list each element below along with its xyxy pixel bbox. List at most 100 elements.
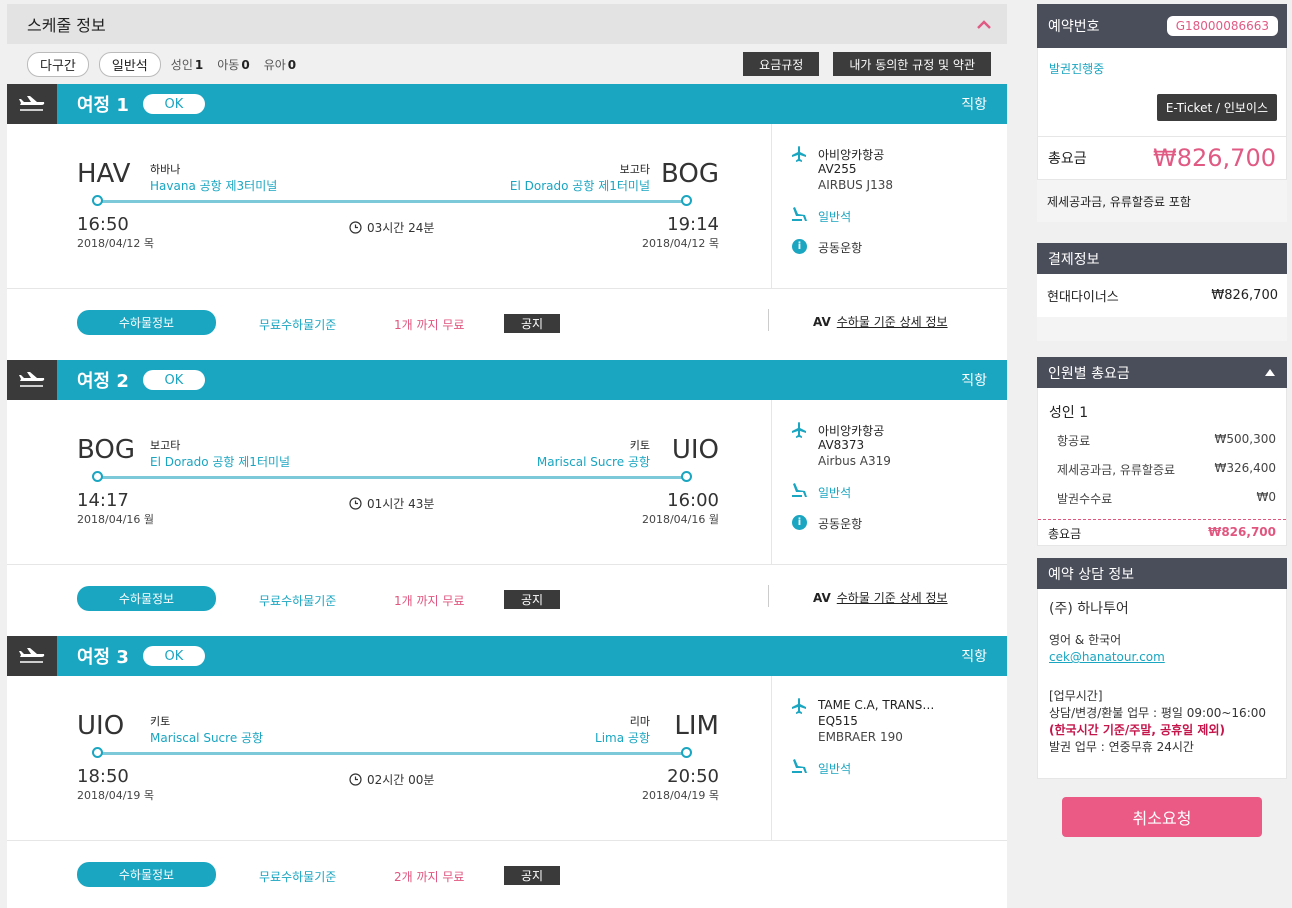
info-icon: i (792, 515, 807, 530)
leg-header: 여정 2 OK 직항 (7, 360, 1007, 400)
plane-icon (7, 636, 57, 676)
baggage-allowance: 1개 까지 무료 (394, 594, 465, 608)
baggage-info-button[interactable]: 수하물정보 (77, 586, 216, 611)
per-passenger-title: 인원별 총요금 (1048, 365, 1130, 382)
destination-code: UIO (671, 435, 719, 465)
baggage-detail-link[interactable]: 수하물 기준 상세 정보 (836, 315, 948, 329)
company-name: (주) 하나투어 (1049, 601, 1129, 617)
hours-title: [업무시간] (1049, 689, 1103, 703)
spacer (1049, 666, 1276, 688)
airfare-label: 항공료 (1057, 434, 1091, 448)
child-value: 0 (241, 57, 250, 72)
duration-text: 01시간 43분 (367, 497, 435, 511)
payment-amount: ₩826,700 (1211, 288, 1278, 303)
leg-header: 여정 3 OK 직항 (7, 636, 1007, 676)
baggage-info-button[interactable]: 수하물정보 (77, 310, 216, 335)
leg-title: 여정 2 (77, 371, 129, 392)
terms-button[interactable]: 내가 동의한 규정 및 약관 (833, 52, 991, 76)
free-baggage-link[interactable]: 무료수하물기준 (259, 594, 337, 608)
payment-method: 현대다이너스 (1047, 290, 1119, 305)
adult-value: 1 (194, 57, 204, 72)
origin-city: 하바나 (150, 163, 181, 176)
flight-number-text: AV255 (818, 162, 857, 176)
airplane-icon (792, 146, 806, 162)
codeshare-row: i 공동운항 (792, 239, 1007, 256)
duration: 03시간 24분 (349, 219, 434, 236)
languages: 영어 & 한국어 (1049, 633, 1122, 647)
baggage-allowance: 1개 까지 무료 (394, 318, 465, 332)
flight-number: EQ515 (818, 714, 1007, 730)
airplane-icon (792, 698, 806, 714)
notice-button[interactable]: 공지 (504, 866, 560, 885)
flight-number-text: EQ515 (818, 714, 858, 728)
fee-value: ₩0 (1256, 490, 1277, 504)
arrival-date: 2018/04/16 월 (641, 513, 719, 526)
cabin-text: 일반석 (818, 210, 852, 224)
cancel-request-button[interactable]: 취소요청 (1062, 797, 1262, 837)
arrival-time: 16:00 (667, 490, 719, 511)
triangle-up-icon[interactable] (1265, 369, 1275, 376)
plane-icon (7, 360, 57, 400)
seat-icon (792, 483, 807, 497)
aircraft: EMBRAER 190 (818, 730, 1007, 746)
route-line (97, 476, 687, 479)
hours-note: (한국시간 기준/주말, 공휴일 제외) (1049, 723, 1225, 737)
per-passenger-header[interactable]: 인원별 총요금 (1037, 357, 1287, 388)
child-label: 아동 (217, 57, 240, 72)
codeshare-text: 공동운항 (818, 517, 863, 531)
free-baggage-link[interactable]: 무료수하물기준 (259, 318, 337, 332)
departure-date: 2018/04/16 월 (77, 513, 155, 526)
chevron-up-icon[interactable] (977, 15, 991, 34)
leg-body: UIO 키토 Mariscal Sucre 공항 LIM 리마 Lima 공항 … (7, 676, 1007, 841)
destination-city: 보고타 (619, 163, 650, 176)
free-baggage-link[interactable]: 무료수하물기준 (259, 870, 337, 884)
reservation-number: G18000086663 (1166, 16, 1278, 36)
leg-type: 직항 (961, 373, 987, 389)
reservation-body: 발권진행중 E-Ticket / 인보이스 총요금 ₩826,700 (1037, 48, 1287, 180)
cabin-text: 일반석 (818, 486, 852, 500)
baggage-info-button[interactable]: 수하물정보 (77, 862, 216, 887)
notice-button[interactable]: 공지 (504, 590, 560, 609)
destination-airport: Mariscal Sucre 공항 (536, 455, 650, 469)
schedule-options: 다구간 일반석 성인 1 아동 0 유아 0 요금규정 내가 동의한 규정 및 약관 (7, 44, 1007, 84)
departure-time: 18:50 (77, 766, 129, 787)
route-panel: HAV 하바나 Havana 공항 제3터미널 BOG 보고타 El Dorad… (7, 124, 772, 289)
email-link[interactable]: cek@hanatour.com (1049, 650, 1165, 664)
eticket-invoice-button[interactable]: E-Ticket / 인보이스 (1156, 94, 1277, 121)
payment-row: 현대다이너스 ₩826,700 (1037, 274, 1287, 317)
destination-dot (681, 195, 692, 206)
origin-airport: El Dorado 공항 제1터미널 (150, 455, 291, 469)
arrival-time: 20:50 (667, 766, 719, 787)
consult-title: 예약 상담 정보 (1048, 566, 1135, 583)
consult-body: (주) 하나투어 영어 & 한국어 cek@hanatour.com [업무시간… (1037, 589, 1287, 779)
flight-number-text: AV8373 (818, 438, 865, 452)
consult-panel: 예약 상담 정보 (주) 하나투어 영어 & 한국어 cek@hanatour.… (1037, 558, 1287, 779)
reservation-header: 예약번호 G18000086663 (1037, 4, 1287, 48)
baggage-allowance: 2개 까지 무료 (394, 870, 465, 884)
airline-name: 아비앙카항공 (818, 148, 885, 162)
destination-airport: El Dorado 공항 제1터미널 (509, 179, 650, 193)
origin-dot (92, 747, 103, 758)
flight-number: AV255 (818, 162, 1007, 178)
baggage-carrier: AV 수하물 기준 상세 정보 (813, 313, 948, 330)
departure-date: 2018/04/12 목 (77, 237, 155, 250)
adult-count: 성인 1 (171, 56, 203, 73)
origin-airport: Havana 공항 제3터미널 (150, 179, 278, 193)
notice-button[interactable]: 공지 (504, 314, 560, 333)
baggage-detail-link[interactable]: 수하물 기준 상세 정보 (836, 591, 948, 605)
destination-city: 키토 (629, 439, 650, 452)
carrier-code: AV (813, 315, 831, 329)
adult-group: 성인 1 (1049, 405, 1089, 421)
aircraft-text: Airbus A319 (818, 454, 891, 468)
airline-row: 아비앙카항공 (792, 422, 1007, 438)
per-passenger-body: 성인 1 항공료 ₩500,300 제세공과금, 유류할증료 ₩326,400 발권… (1037, 388, 1287, 546)
plane-icon (7, 84, 57, 124)
airline-name: 아비앙카항공 (818, 424, 885, 438)
payment-panel: 결제정보 현대다이너스 ₩826,700 (1037, 243, 1287, 341)
departure-date: 2018/04/19 목 (77, 789, 155, 802)
schedule-header[interactable]: 스케줄 정보 (7, 4, 1007, 44)
tax-row: 제세공과금, 유류할증료 ₩326,400 (1049, 461, 1276, 478)
fare-rule-button[interactable]: 요금규정 (743, 52, 820, 76)
route-line (97, 752, 687, 755)
arrival-time: 19:14 (667, 214, 719, 235)
